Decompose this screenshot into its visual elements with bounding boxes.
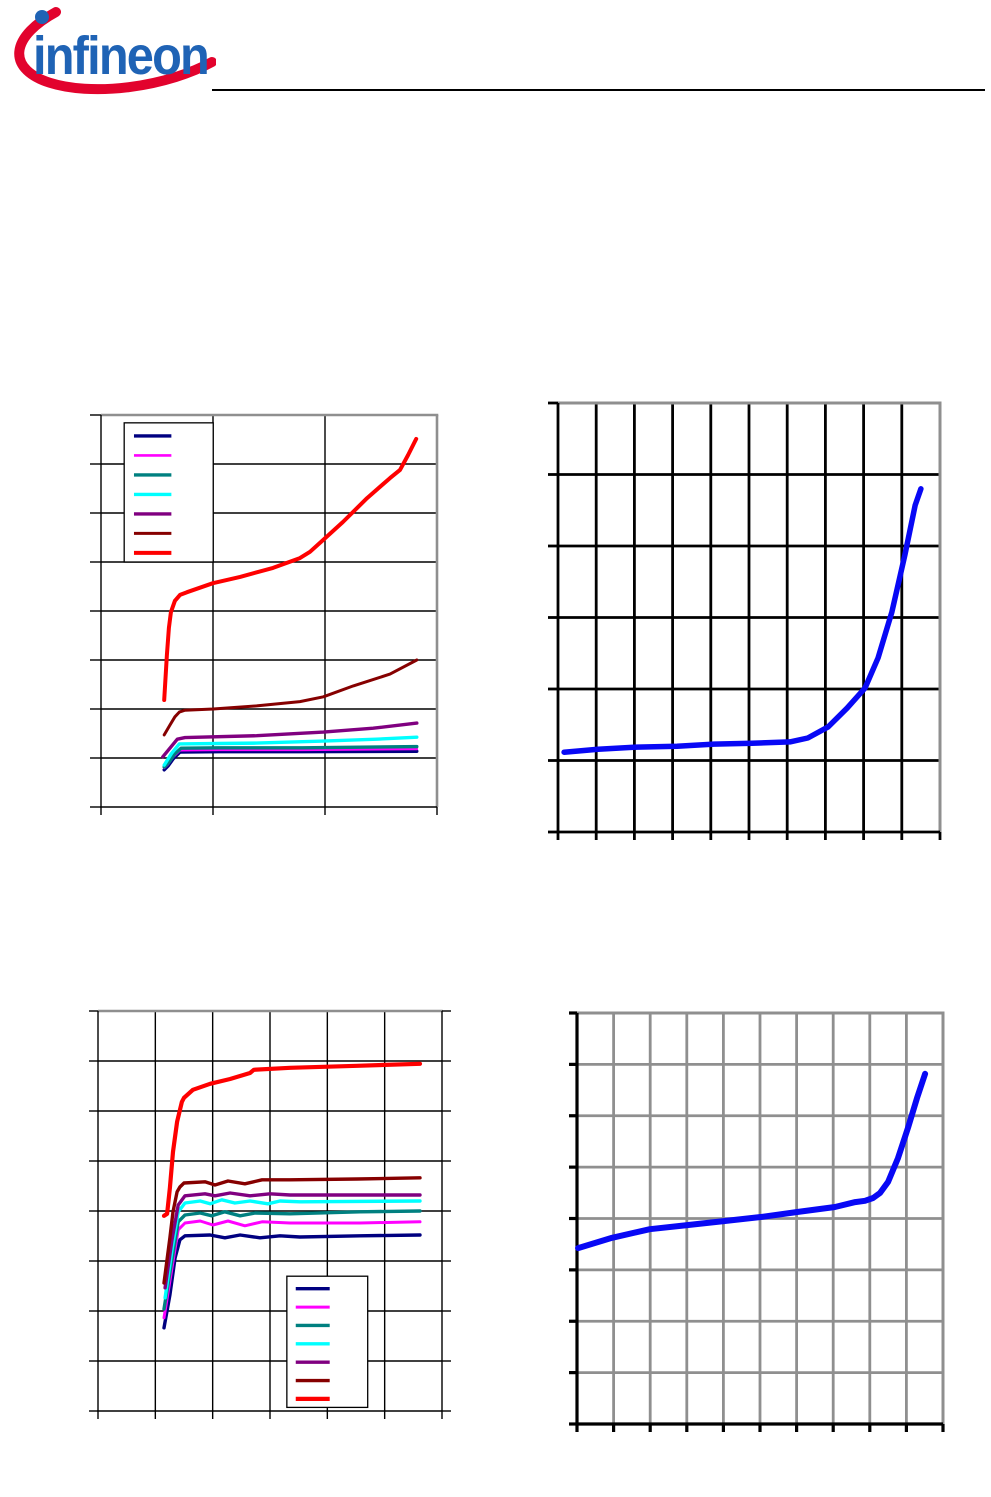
chart-bottom-right-svg: [569, 1011, 945, 1432]
series-curve-blue: [561, 486, 924, 755]
series-curve-purple: [163, 1191, 422, 1290]
logo-text: infineon: [33, 26, 208, 86]
series-curve-cyan: [162, 735, 419, 767]
series-curve-blue: [575, 1070, 929, 1252]
legend-box: [123, 422, 214, 563]
logo-i-dot: [35, 10, 49, 24]
series-curve-red: [162, 436, 419, 702]
series-curve-navy: [162, 749, 419, 772]
series-curve-dark-red: [162, 658, 419, 737]
infineon-logo: infineon: [6, 4, 216, 99]
header-rule: [212, 89, 985, 91]
series-curve-red: [161, 1061, 423, 1218]
chart-bottom-right: [559, 995, 961, 1442]
chart-top-left: [83, 397, 455, 825]
chart-top-left-svg: [90, 413, 439, 815]
series-curve-purple: [161, 721, 419, 759]
infineon-logo-svg: infineon: [14, 7, 216, 95]
chart-top-right: [540, 385, 958, 850]
chart-bottom-left: [80, 993, 460, 1429]
series-curve-dark-red: [162, 1176, 422, 1285]
logo-swoosh: [14, 7, 216, 95]
chart-top-right-svg: [548, 401, 942, 840]
series-curve-teal: [162, 744, 419, 769]
chart-bottom-left-svg: [89, 1009, 451, 1419]
legend-box: [286, 1275, 369, 1409]
